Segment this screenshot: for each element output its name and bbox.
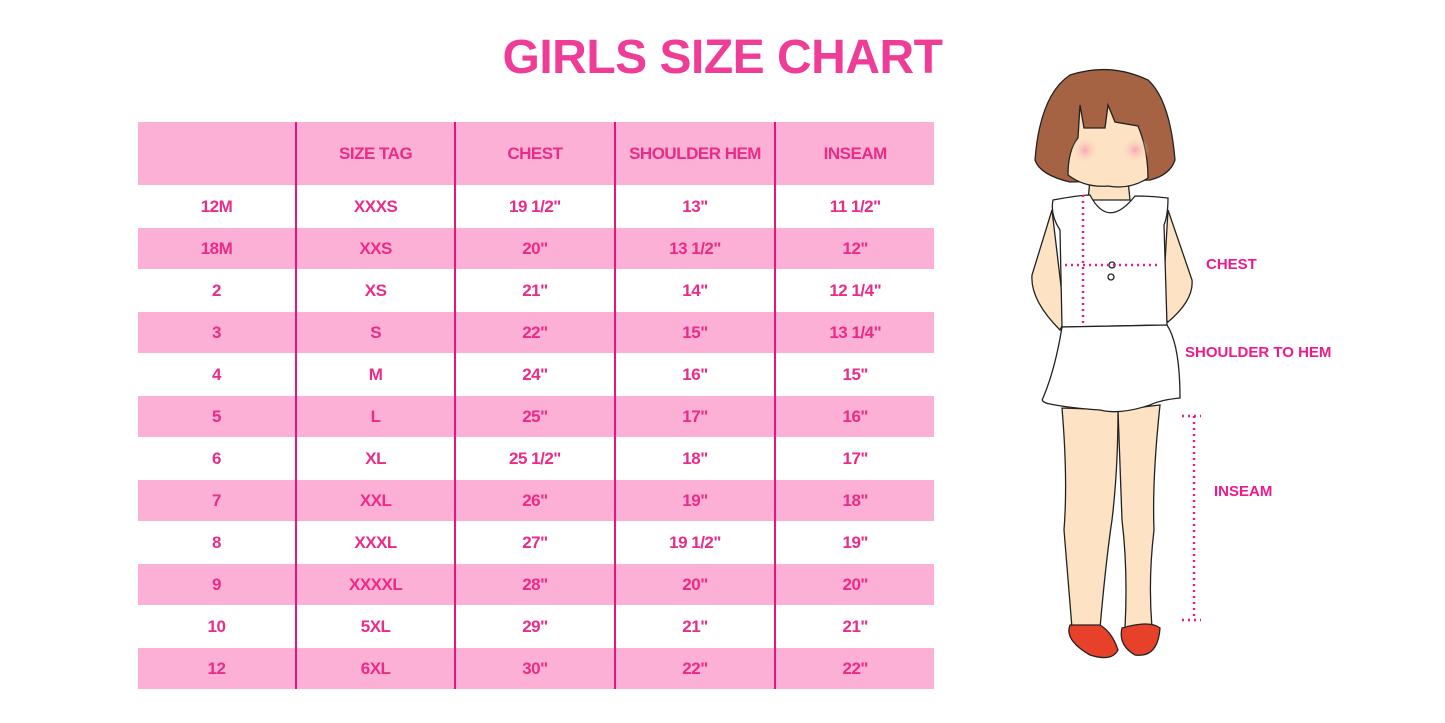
column-header-shoulder-hem: SHOULDER HEM (613, 122, 776, 186)
inseam-cell: 12 1/4" (774, 269, 934, 312)
size-chart-table: SIZE TAG CHEST SHOULDER HEM INSEAM 12M XX… (138, 122, 934, 689)
chest-cell: 21" (454, 269, 615, 312)
shoulder-hem-cell: 19 1/2" (613, 521, 776, 564)
table-row: 8 XXXL 27" 19 1/2" 19" (138, 521, 934, 564)
shoulder-hem-cell: 17" (613, 395, 776, 438)
size-cell: 5 (138, 395, 296, 438)
size-cell: 10 (138, 605, 296, 648)
chest-cell: 24" (454, 353, 615, 396)
size-tag-cell: M (294, 353, 456, 396)
table-row: 12M XXXS 19 1/2" 13" 11 1/2" (138, 185, 934, 228)
size-tag-cell: S (294, 311, 456, 354)
right-shoe (1120, 623, 1161, 656)
table-row: 2 XS 21" 14" 12 1/4" (138, 269, 934, 312)
left-arm (1031, 209, 1066, 332)
shoulder-hem-cell: 18" (613, 437, 776, 480)
size-cell: 3 (138, 311, 296, 354)
inseam-cell: 12" (774, 227, 934, 270)
chest-label: CHEST (1206, 256, 1257, 273)
size-tag-cell: XL (294, 437, 456, 480)
shoulder-hem-cell: 14" (613, 269, 776, 312)
chest-cell: 28" (454, 563, 615, 606)
right-arm (1161, 209, 1193, 323)
size-cell: 9 (138, 563, 296, 606)
size-cell: 2 (138, 269, 296, 312)
shirt (1051, 194, 1169, 328)
inseam-cell: 15" (774, 353, 934, 396)
shoulder-hem-cell: 13 1/2" (613, 227, 776, 270)
size-tag-cell: XXS (294, 227, 456, 270)
chest-cell: 26" (454, 479, 615, 522)
right-leg (1117, 404, 1161, 629)
table-row: 7 XXL 26" 19" 18" (138, 479, 934, 522)
shoulder-hem-cell: 15" (613, 311, 776, 354)
inseam-cell: 22" (774, 647, 934, 689)
shoulder-hem-cell: 16" (613, 353, 776, 396)
table-row: 18M XXS 20" 13 1/2" 12" (138, 227, 934, 270)
left-shoe (1068, 624, 1119, 659)
table-row: 6 XL 25 1/2" 18" 17" (138, 437, 934, 480)
size-tag-cell: XS (294, 269, 456, 312)
page-title: GIRLS SIZE CHART (502, 31, 943, 84)
chest-cell: 29" (454, 605, 615, 648)
chest-cell: 25 1/2" (454, 437, 615, 480)
chest-cell: 27" (454, 521, 615, 564)
table-header-row: SIZE TAG CHEST SHOULDER HEM INSEAM (138, 122, 934, 186)
shoulder-hem-cell: 20" (613, 563, 776, 606)
size-cell: 12M (138, 185, 296, 228)
chest-cell: 30" (454, 647, 615, 689)
shoulder-hem-cell: 19" (613, 479, 776, 522)
table-row: 4 M 24" 16" 15" (138, 353, 934, 396)
table-row: 10 5XL 29" 21" 21" (138, 605, 934, 648)
shoulder-hem-cell: 13" (613, 185, 776, 228)
skirt (1041, 324, 1181, 413)
chest-cell: 19 1/2" (454, 185, 615, 228)
size-tag-cell: 5XL (294, 605, 456, 648)
left-leg (1061, 407, 1119, 629)
column-header-chest: CHEST (454, 122, 615, 186)
size-cell: 4 (138, 353, 296, 396)
inseam-cell: 21" (774, 605, 934, 648)
inseam-cell: 13 1/4" (774, 311, 934, 354)
chest-cell: 22" (454, 311, 615, 354)
size-cell: 12 (138, 647, 296, 689)
chest-cell: 20" (454, 227, 615, 270)
inseam-cell: 19" (774, 521, 934, 564)
table-row: 5 L 25" 17" 16" (138, 395, 934, 438)
table-row: 9 XXXXL 28" 20" 20" (138, 563, 934, 606)
size-tag-cell: XXXS (294, 185, 456, 228)
shoulder-hem-cell: 21" (613, 605, 776, 648)
size-tag-cell: XXXXL (294, 563, 456, 606)
size-tag-cell: XXXL (294, 521, 456, 564)
chest-cell: 25" (454, 395, 615, 438)
inseam-cell: 18" (774, 479, 934, 522)
size-tag-cell: XXL (294, 479, 456, 522)
table-row: 3 S 22" 15" 13 1/4" (138, 311, 934, 354)
size-cell: 18M (138, 227, 296, 270)
face (1067, 102, 1149, 188)
column-header-inseam: INSEAM (774, 122, 934, 186)
size-cell: 8 (138, 521, 296, 564)
inseam-cell: 17" (774, 437, 934, 480)
shoulder-hem-cell: 22" (613, 647, 776, 689)
column-header (138, 122, 296, 186)
inseam-label: INSEAM (1214, 483, 1273, 500)
size-tag-cell: 6XL (294, 647, 456, 689)
size-tag-cell: L (294, 395, 456, 438)
inseam-cell: 16" (774, 395, 934, 438)
size-cell: 6 (138, 437, 296, 480)
inseam-cell: 11 1/2" (774, 185, 934, 228)
column-header-size-tag: SIZE TAG (294, 122, 456, 186)
table-row: 12 6XL 30" 22" 22" (138, 647, 934, 689)
shoulder-to-hem-label: SHOULDER TO HEM (1185, 344, 1332, 361)
inseam-cell: 20" (774, 563, 934, 606)
size-cell: 7 (138, 479, 296, 522)
